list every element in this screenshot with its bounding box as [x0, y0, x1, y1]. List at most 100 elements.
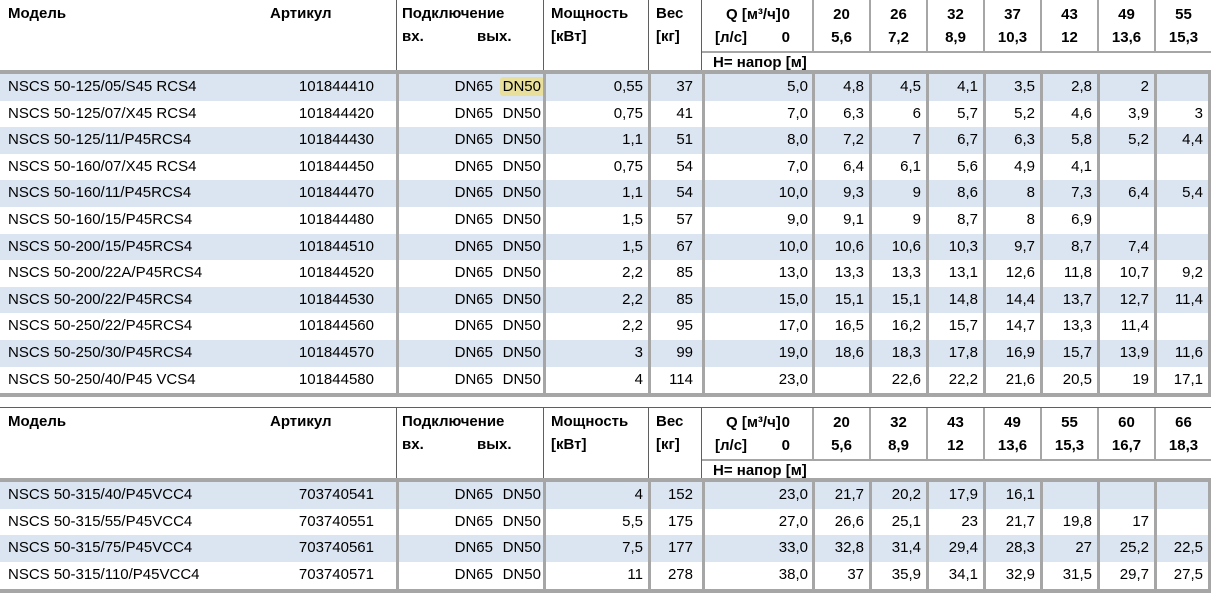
cell-inlet: DN65 — [396, 180, 496, 207]
column-header-connection-sub: вх. вых. — [402, 435, 512, 455]
outlet-value: DN50 — [502, 290, 541, 308]
cell-article: 101844510 — [298, 237, 374, 255]
outlet-value: DN50 — [502, 539, 541, 557]
flow-value-ls: 16,7 — [1111, 437, 1142, 455]
table-row: NSCS 50-315/75/P45VCC4 703740561 DN65 DN50 7… — [0, 535, 1211, 562]
cell-head-value: 26,6 — [812, 508, 869, 536]
cell-head-value: 15,7 — [1040, 339, 1097, 367]
flow-value-ls: 15,3 — [1054, 437, 1085, 455]
cell-power: 1,5 — [543, 206, 648, 234]
cell-power: 2,2 — [543, 260, 648, 287]
flow-header: Q [м³/ч] 0 [л/с] 0 20 5,6 32 8,9 43 12 49 13,6 55 15,… — [702, 408, 1211, 462]
cell-head-value: 14,4 — [983, 286, 1040, 314]
pump-spec-table-1: Модель Артикул Подключение вх. вых. Мощность [… — [0, 0, 1211, 398]
table-row: NSCS 50-315/40/P45VCC4 703740541 DN65 DN50 4… — [0, 482, 1211, 509]
cell-head-value: 6,3 — [812, 100, 869, 128]
table-bottom-line — [0, 393, 1211, 398]
cell-head-value: 9 — [869, 206, 926, 234]
cell-head-value: 13,3 — [869, 260, 926, 287]
flow-value-ls: 8,9 — [945, 29, 966, 46]
cell-power: 0,75 — [543, 153, 648, 181]
column-header-article: Артикул — [270, 413, 332, 431]
cell-head-value: 17,9 — [926, 482, 983, 509]
cell-head-value: 32,9 — [983, 561, 1040, 589]
outlet-value: DN50 — [502, 184, 541, 202]
flow-value: 0 — [781, 29, 790, 46]
cell-head-value: 27,0 — [702, 508, 812, 536]
cell-head-value: 13,3 — [1040, 313, 1097, 340]
flow-header-cell: 55 15,3 — [1154, 0, 1211, 51]
cell-head-value: 25,2 — [1097, 535, 1154, 562]
cell-outlet: DN50 — [496, 562, 543, 589]
cell-weight: 99 — [648, 339, 702, 367]
cell-article: 101844430 — [298, 131, 374, 149]
table-row: NSCS 50-315/110/P45VCC4 703740571 DN65 DN50… — [0, 561, 1211, 589]
cell-weight: 152 — [648, 482, 702, 509]
cell-head-value: 15,7 — [926, 313, 983, 340]
outlet-value: DN50 — [502, 264, 541, 282]
column-header-outlet: вых. — [477, 436, 512, 454]
flow-value-m3h: 55 — [1175, 6, 1192, 23]
cell-head-value — [1154, 233, 1211, 261]
table-row: NSCS 50-125/07/X45 RCS4 101844420 DN65 DN50… — [0, 100, 1211, 128]
cell-head-value: 13,7 — [1040, 286, 1097, 314]
cell-head-value: 10,0 — [702, 233, 812, 261]
cell-head-value: 6,1 — [869, 153, 926, 181]
outlet-value: DN50 — [502, 317, 541, 335]
outlet-value: DN50 — [502, 486, 541, 504]
outlet-value: DN50 — [502, 210, 541, 228]
cell-inlet: DN65 — [396, 313, 496, 340]
flow-value-ls: 5,6 — [831, 437, 852, 455]
cell-weight: 51 — [648, 127, 702, 154]
table-row: NSCS 50-250/22/P45RCS4 101844560 DN65 DN50 2… — [0, 313, 1211, 340]
header-divider — [701, 408, 702, 479]
cell-outlet: DN50 — [496, 154, 543, 181]
cell-outlet: DN50 — [496, 482, 543, 509]
table-row: NSCS 50-200/22A/P45RCS4 101844520 DN65 DN50… — [0, 260, 1211, 287]
flow-unit-label-m3h: Q [м³/ч] — [726, 6, 781, 23]
cell-weight: 175 — [648, 508, 702, 536]
table-row: NSCS 50-160/15/P45RCS4 101844480 DN65 DN50 1… — [0, 206, 1211, 234]
cell-power: 0,55 — [543, 74, 648, 101]
cell-model: NSCS 50-200/22/P45RCS4 — [8, 290, 193, 308]
cell-head-value: 23 — [926, 508, 983, 536]
flow-value-m3h: 43 — [947, 414, 964, 432]
cell-head-value: 21,7 — [983, 508, 1040, 536]
header-divider — [648, 0, 649, 70]
cell-outlet: DN50 — [496, 207, 543, 234]
column-header-connection-sub: вх. вых. — [402, 27, 512, 47]
header-divider — [543, 408, 544, 479]
cell-head-value: 17,0 — [702, 313, 812, 340]
cell-weight: 85 — [648, 286, 702, 314]
cell-head-value: 29,4 — [926, 535, 983, 562]
cell-inlet: DN65 — [396, 508, 496, 536]
cell-head-value — [1154, 206, 1211, 234]
cell-head-value: 37 — [812, 561, 869, 589]
cell-head-value: 11,6 — [1154, 339, 1211, 367]
flow-value-ls: 12 — [947, 437, 964, 455]
cell-head-value: 5,6 — [926, 153, 983, 181]
outlet-value: DN50 — [502, 131, 541, 149]
cell-head-value — [1154, 508, 1211, 536]
cell-inlet: DN65 — [396, 535, 496, 562]
column-header-connection: Подключение — [402, 5, 505, 22]
cell-model: NSCS 50-315/55/P45VCC4 — [8, 512, 193, 530]
cell-model: NSCS 50-315/110/P45VCC4 — [8, 565, 200, 583]
flow-unit-label-m3h: Q [м³/ч] — [726, 414, 781, 432]
cell-head-value: 17,1 — [1154, 366, 1211, 394]
column-header-inlet: вх. — [402, 436, 424, 454]
cell-article: 101844420 — [298, 104, 374, 122]
cell-weight: 57 — [648, 206, 702, 234]
cell-weight: 278 — [648, 561, 702, 589]
cell-head-value: 8,0 — [702, 127, 812, 154]
cell-head-value: 12,6 — [983, 260, 1040, 287]
cell-article: 703740561 — [298, 539, 374, 557]
column-header-article: Артикул — [270, 5, 332, 22]
cell-article: 101844520 — [298, 264, 374, 282]
cell-inlet: DN65 — [396, 260, 496, 287]
cell-inlet: DN65 — [396, 74, 496, 101]
outlet-value: DN50 — [502, 512, 541, 530]
cell-weight: 54 — [648, 153, 702, 181]
flow-value: 0 — [781, 437, 790, 455]
cell-head-value: 7,4 — [1097, 233, 1154, 261]
